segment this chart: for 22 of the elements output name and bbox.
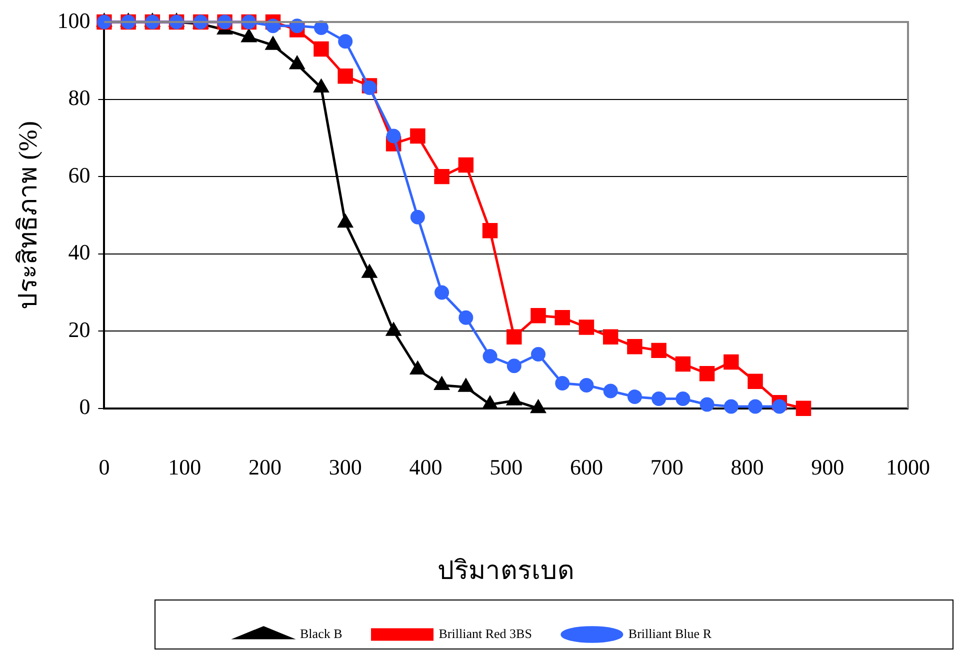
x-tick-label: 200	[248, 454, 282, 480]
x-tick-label: 400	[409, 454, 442, 480]
y-tick-label: 100	[57, 8, 90, 33]
x-tick-label: 0	[98, 454, 110, 480]
x-tick-label: 300	[328, 454, 362, 480]
x-tick-label: 800	[730, 454, 764, 480]
legend-label: Black B	[300, 626, 343, 641]
x-axis-title: ปริมาตรเบด	[438, 556, 575, 586]
y-tick-label: 80	[68, 85, 90, 110]
legend-label: Brilliant Red 3BS	[438, 626, 532, 641]
y-axis-title: ประสิทธิภาพ (%)	[13, 120, 42, 310]
x-tick-label: 500	[490, 454, 523, 480]
x-tick-label: 100	[168, 454, 202, 480]
x-tick-label: 900	[811, 454, 844, 480]
x-tick-label: 700	[650, 454, 684, 480]
legend-label: Brilliant Blue R	[628, 626, 712, 641]
y-tick-label: 40	[68, 240, 90, 265]
y-tick-label: 60	[68, 162, 90, 188]
x-tick-label: 1000	[886, 454, 930, 480]
y-tick-label: 20	[68, 316, 90, 342]
y-tick-label: 0	[79, 394, 90, 420]
x-tick-label: 600	[570, 454, 603, 480]
